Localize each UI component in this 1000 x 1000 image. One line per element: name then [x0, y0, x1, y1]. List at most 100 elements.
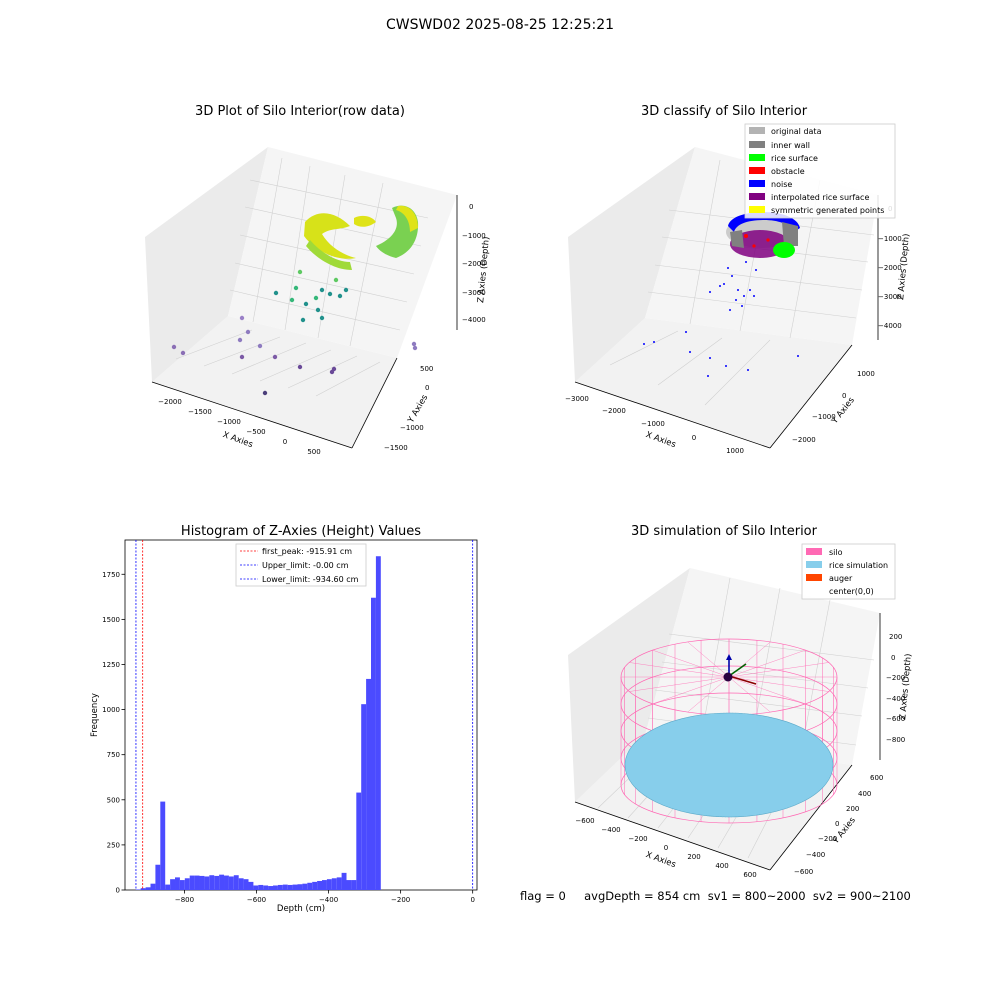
hist-bar: [302, 883, 308, 890]
hist-bar: [224, 875, 229, 890]
status-footer: flag = 0 avgDepth = 854 cm sv1 = 800~200…: [520, 889, 911, 903]
plot2-ytick: −1000: [812, 413, 836, 421]
plot2-classified-cloud: [643, 212, 800, 377]
hist-vlines: [135, 540, 474, 890]
plot2-ytick: 1000: [857, 370, 875, 378]
plot1-xtick: 500: [307, 448, 320, 456]
hist-bar: [140, 888, 146, 890]
silo-roof-spoke: [728, 676, 806, 705]
hist-bar: [253, 885, 259, 890]
hist-bar: [248, 881, 254, 890]
hist-bar: [326, 879, 332, 890]
plot4-ytick: −400: [806, 851, 825, 859]
hist-bar: [258, 884, 264, 890]
legend-swatch-rice-sim: [806, 561, 822, 568]
legend-upper-limit: Upper_limit: -0.00 cm: [262, 561, 349, 570]
plot2-inner-wall: [782, 222, 798, 246]
plot2-ztick: −1000: [878, 235, 902, 243]
hist-frame: [124, 539, 478, 891]
plot1-ytick: 0: [425, 384, 429, 392]
hist-bar: [189, 875, 195, 890]
rice-simulation-mesh: [624, 712, 834, 818]
plot1-xtick: −2000: [158, 398, 182, 406]
hist-ytick-label: 1500: [102, 616, 120, 624]
hist-bar: [199, 875, 205, 890]
hist-ytick-label: 500: [107, 796, 120, 804]
legend-swatch-noise: [749, 180, 765, 187]
hist-bar: [268, 886, 274, 890]
legend-swatch-inner-wall: [749, 141, 765, 148]
silo-roof-spoke: [728, 649, 806, 678]
silo-roof-spoke: [629, 676, 730, 692]
plot2-xtick: 1000: [726, 447, 744, 455]
hist-bar: [243, 879, 249, 890]
plot4-ytick: 600: [870, 774, 883, 782]
legend-swatch-interpolated: [749, 193, 765, 200]
legend-swatch-symmetric: [749, 206, 765, 213]
hist-bar: [209, 875, 215, 890]
legend-swatch-original: [749, 127, 765, 134]
plot1-zlabel: Z Axies (Depth): [476, 236, 492, 303]
plot2-zlabel: Z Axies (Depth): [896, 233, 912, 300]
hist-bar: [287, 884, 293, 890]
plot4-simulation: [620, 638, 838, 824]
hist-ytick-label: 0: [116, 887, 120, 895]
plot1-left-cluster: [304, 213, 356, 270]
hist-bar: [292, 884, 298, 890]
hist-xtick-label: −600: [247, 896, 266, 904]
plot1-axes: [145, 147, 458, 449]
hist-ylabel: Frequency: [90, 693, 100, 737]
plot1-scatter-points: [171, 269, 418, 396]
plot4-legend: silo rice simulation auger center(0,0): [801, 543, 896, 600]
plot4-ztick: −800: [886, 736, 905, 744]
hist-bar: [346, 880, 352, 890]
hist-ytick-label: 1000: [102, 706, 120, 714]
plot4-xtick: 600: [743, 871, 756, 879]
plot4-xtick: 400: [715, 862, 728, 870]
hist-ytick-label: 250: [107, 841, 120, 849]
plot2-ytick: 0: [842, 392, 846, 400]
plot4-xtick: 200: [687, 853, 700, 861]
plot4-left-wall: [568, 568, 690, 802]
hist-bar: [175, 877, 180, 890]
hist-bar: [341, 872, 347, 890]
plot1-left-wall: [145, 147, 268, 382]
plot1-xtick: −1000: [217, 418, 241, 426]
silo-roof-spoke: [728, 676, 771, 713]
hist-bar: [238, 878, 244, 890]
plot1-ztick: −4000: [462, 316, 486, 324]
hist-bar: [361, 704, 367, 890]
legend-lower-limit: Lower_limit: -934.60 cm: [262, 575, 359, 584]
silo-roof-spoke: [629, 662, 730, 678]
legend-swatch-silo: [806, 548, 822, 555]
legend-swatch-rice-surface: [749, 154, 765, 161]
plot1-ytick: −1500: [384, 444, 408, 452]
plot2-xtick: 0: [692, 434, 696, 442]
plot2-left-wall: [568, 147, 695, 382]
legend-label-original: original data: [771, 127, 822, 136]
plot1-xtick: −500: [246, 428, 265, 436]
hist-legend: first_peak: -915.91 cm Upper_limit: -0.0…: [235, 543, 367, 587]
hist-ytick-label: 1250: [102, 661, 120, 669]
silo-roof-spoke: [687, 676, 730, 713]
hist-bar: [307, 882, 313, 890]
hist-xlabel: Depth (cm): [277, 904, 325, 914]
hist-bar: [351, 880, 357, 890]
hist-bar: [233, 875, 239, 890]
legend-label-interpolated: interpolated rice surface: [771, 193, 869, 202]
plot4-xtick: 0: [664, 844, 668, 852]
plot2-xlabel: X Axies: [644, 430, 677, 450]
plot1-right-cluster: [354, 205, 419, 258]
hist-bar: [228, 876, 234, 890]
plot3-axes: −800 −600 −400 −200 0 0 250 500 750 1000 1250 1500…: [90, 539, 478, 914]
plot4-ztick: −400: [886, 695, 905, 703]
plot1-ylabel: Y Axies: [406, 393, 431, 426]
legend-label-rice-sim: rice simulation: [829, 561, 888, 570]
plot4-title: 3D simulation of Silo Interior: [631, 524, 817, 539]
plot1-ztick: 0: [469, 203, 473, 211]
plot4-ytick: 200: [846, 805, 859, 813]
plot2-rice-surface: [773, 242, 795, 258]
plot2-ztick: −3000: [878, 293, 902, 301]
legend-label-center: center(0,0): [829, 587, 874, 596]
hist-xtick-label: −800: [175, 896, 194, 904]
